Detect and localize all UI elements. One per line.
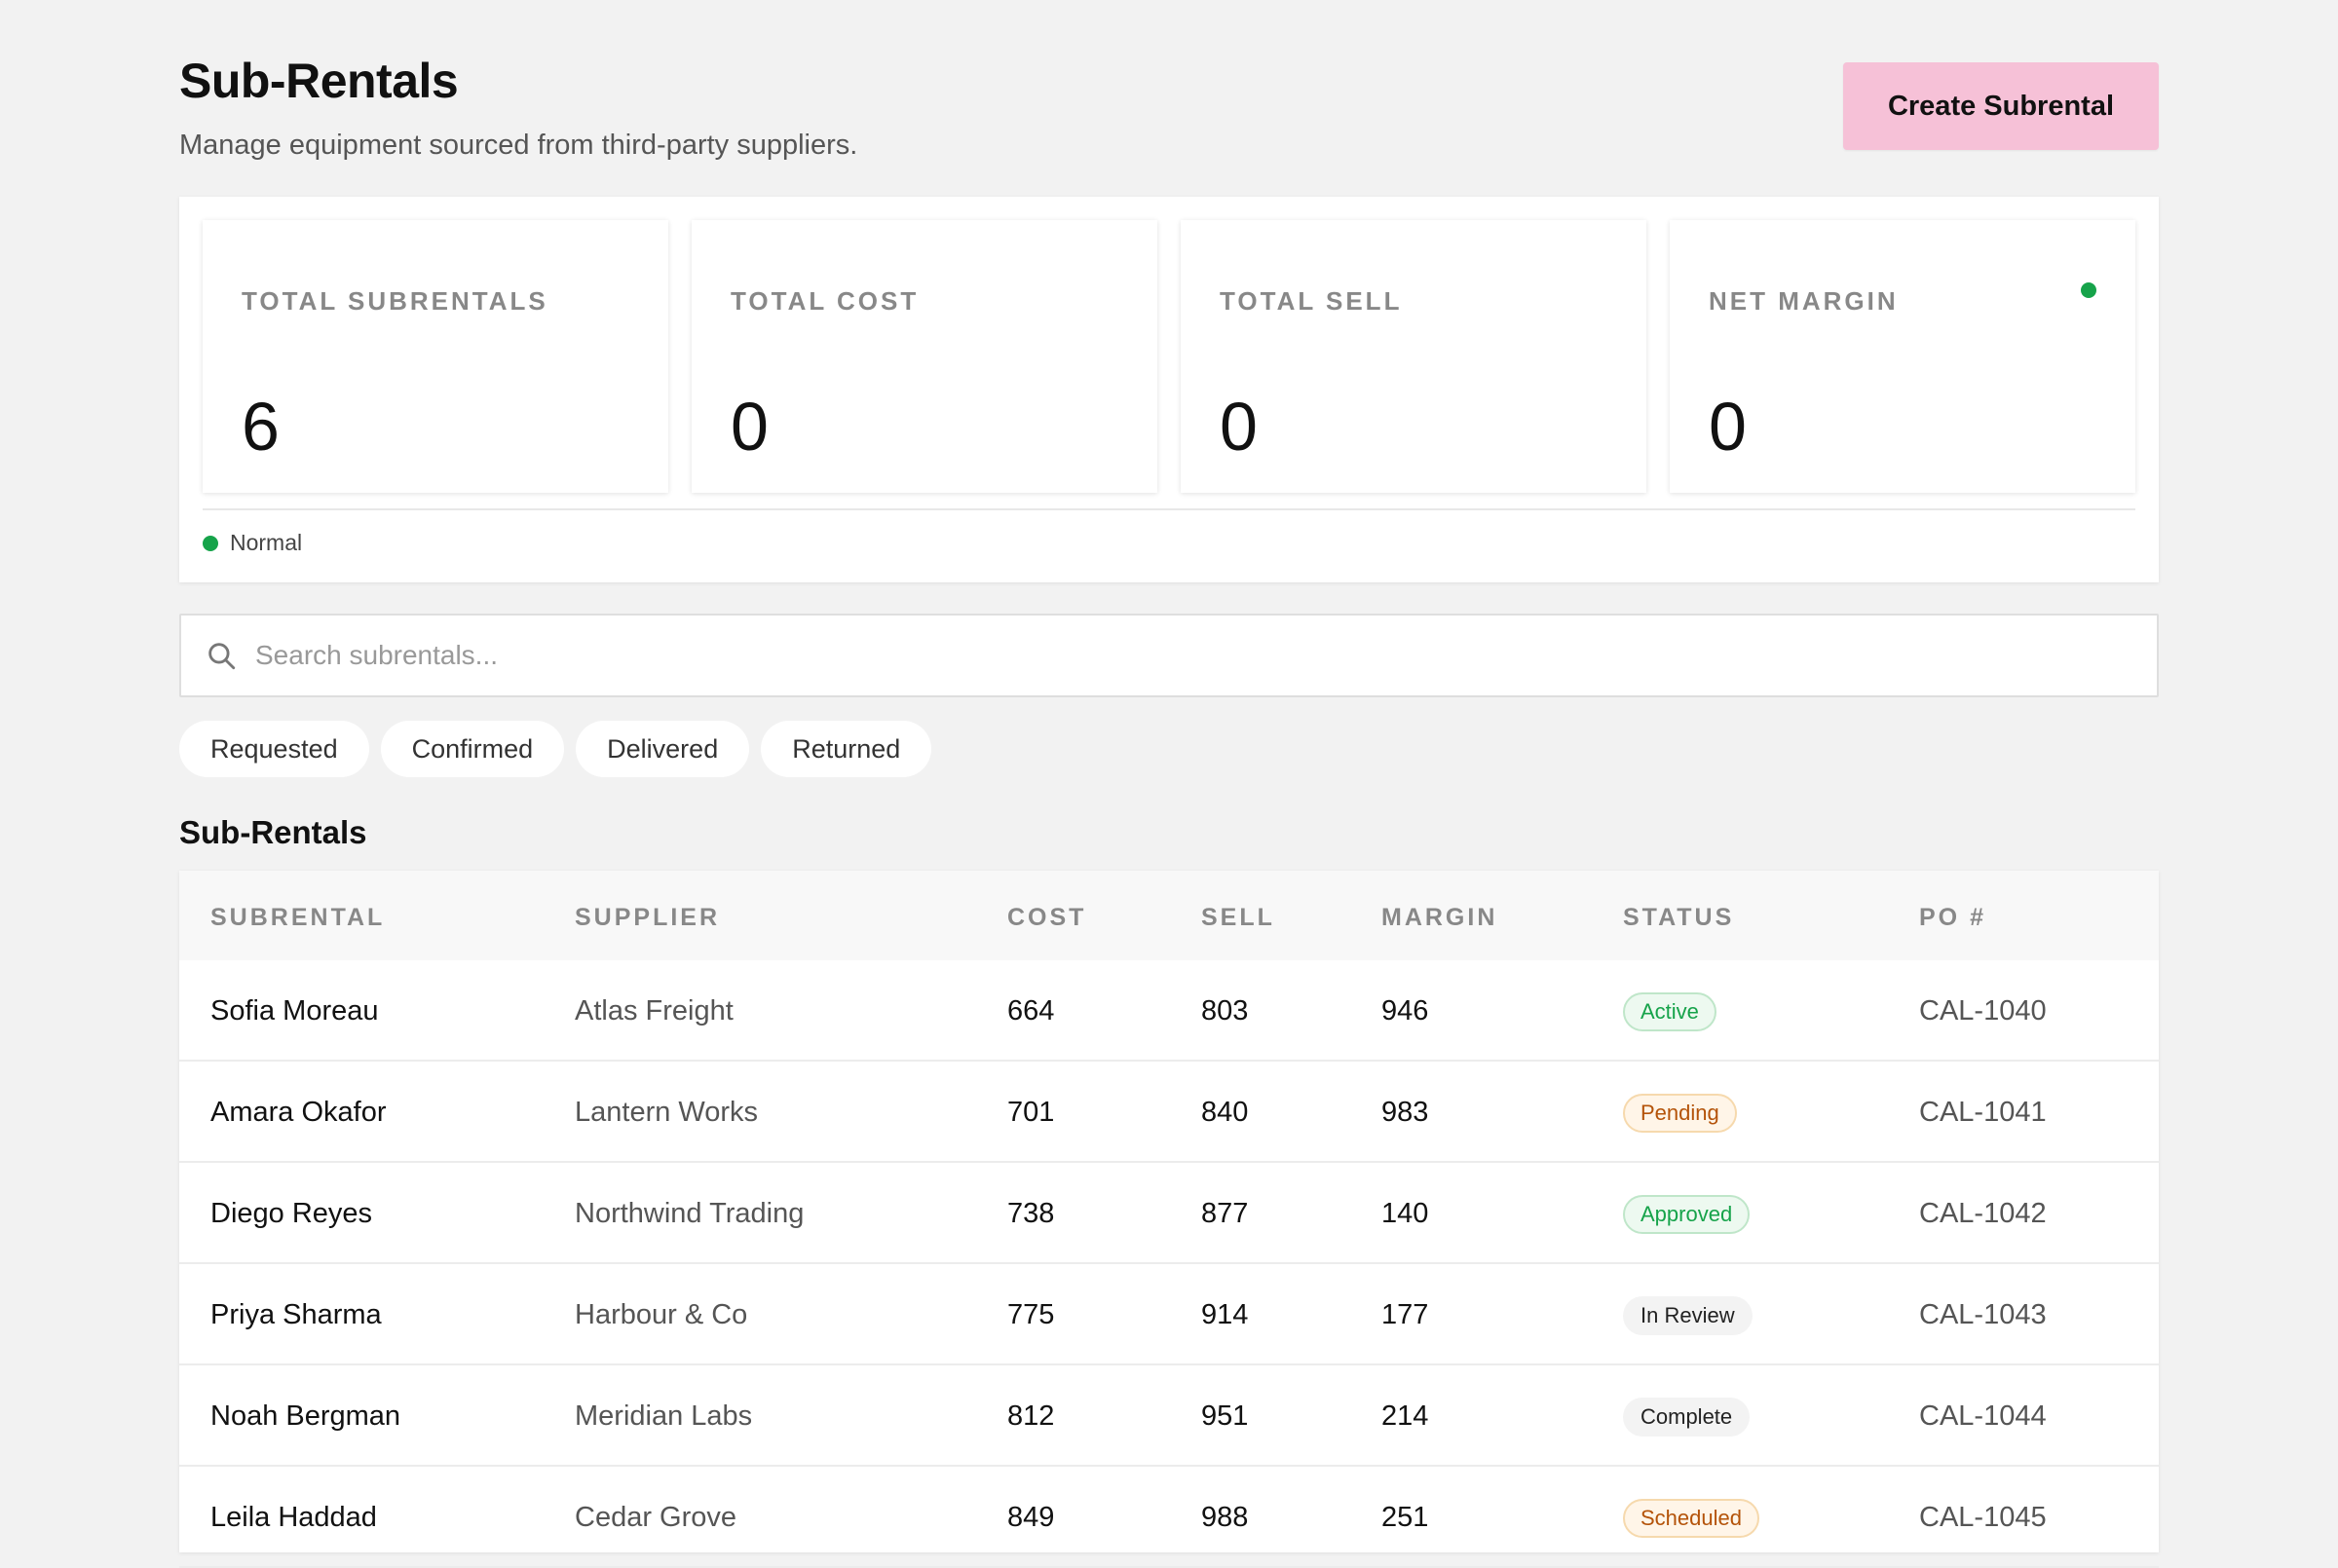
cell-margin: 177 <box>1381 1299 1429 1330</box>
cell-cost: 849 <box>1007 1502 1055 1533</box>
stat-value: 6 <box>242 389 280 465</box>
filter-chip-confirmed[interactable]: Confirmed <box>380 721 565 777</box>
table-row[interactable]: Diego Reyes Northwind Trading 738 877 140 App… <box>179 1163 2159 1264</box>
column-header-subrental[interactable]: SUBRENTAL <box>210 904 386 931</box>
table-row[interactable]: Amara Okafor Lantern Works 701 840 983 Pendin… <box>179 1062 2159 1163</box>
status-badge: Active <box>1623 992 1716 1031</box>
status-badge: Pending <box>1623 1094 1737 1133</box>
table-row[interactable]: Sofia Moreau Atlas Freight 664 803 946 Active… <box>179 960 2159 1062</box>
cell-subrental: Amara Okafor <box>210 1097 387 1128</box>
column-header-status[interactable]: STATUS <box>1623 904 1735 931</box>
table-header: SUBRENTAL SUPPLIER COST SELL MARGIN STAT… <box>179 871 2159 960</box>
search-box <box>179 614 2159 697</box>
column-header-cost[interactable]: COST <box>1007 904 1087 931</box>
stat-label: TOTAL SUBRENTALS <box>242 286 548 316</box>
status-legend: Normal <box>203 530 302 556</box>
table-row[interactable]: Priya Sharma Harbour & Co 775 914 177 In Revi… <box>179 1264 2159 1365</box>
filter-chip-delivered[interactable]: Delivered <box>576 721 750 777</box>
cell-subrental: Priya Sharma <box>210 1299 382 1330</box>
stat-label: TOTAL SELL <box>1220 286 1403 316</box>
table-row[interactable]: Leila Haddad Cedar Grove 849 988 251 Schedule… <box>179 1467 2159 1568</box>
cell-subrental: Diego Reyes <box>210 1198 373 1229</box>
stat-value: 0 <box>1220 389 1258 465</box>
table-body: Sofia Moreau Atlas Freight 664 803 946 Active… <box>179 960 2159 1568</box>
page-header: Sub-Rentals Manage equipment sourced fro… <box>179 0 2159 195</box>
stats-panel: TOTAL SUBRENTALS 6 TOTAL COST 0 TOTAL SE… <box>179 197 2159 582</box>
status-badge: Approved <box>1623 1195 1751 1234</box>
cell-supplier: Cedar Grove <box>575 1502 737 1533</box>
cell-margin: 214 <box>1381 1400 1429 1432</box>
stat-label: NET MARGIN <box>1709 286 1899 316</box>
legend-label: Normal <box>230 530 303 555</box>
filter-chip-requested[interactable]: Requested <box>179 721 369 777</box>
cell-sell: 951 <box>1201 1400 1249 1432</box>
column-header-margin[interactable]: MARGIN <box>1381 904 1498 931</box>
cell-cost: 812 <box>1007 1400 1055 1432</box>
cell-margin: 983 <box>1381 1097 1429 1128</box>
cell-supplier: Lantern Works <box>575 1097 759 1128</box>
divider <box>203 508 2135 510</box>
stat-label: TOTAL COST <box>731 286 920 316</box>
status-filter-chips: Requested Confirmed Delivered Returned <box>179 721 943 777</box>
cell-margin: 946 <box>1381 995 1429 1027</box>
cell-subrental: Noah Bergman <box>210 1400 401 1432</box>
cell-sell: 840 <box>1201 1097 1249 1128</box>
cell-po-number: CAL-1044 <box>1919 1400 2047 1432</box>
stat-card-net-margin: NET MARGIN 0 <box>1670 220 2135 493</box>
filter-chip-returned[interactable]: Returned <box>761 721 932 777</box>
stat-value: 0 <box>731 389 769 465</box>
stat-card-total-subrentals: TOTAL SUBRENTALS 6 <box>203 220 668 493</box>
status-badge: Complete <box>1623 1398 1751 1437</box>
column-header-sell[interactable]: SELL <box>1201 904 1275 931</box>
cell-supplier: Northwind Trading <box>575 1198 805 1229</box>
status-dot-icon <box>2081 282 2096 298</box>
stat-card-total-cost: TOTAL COST 0 <box>692 220 1157 493</box>
cell-cost: 664 <box>1007 995 1055 1027</box>
subrentals-table: SUBRENTAL SUPPLIER COST SELL MARGIN STAT… <box>179 871 2159 1568</box>
column-header-supplier[interactable]: SUPPLIER <box>575 904 721 931</box>
cell-subrental: Sofia Moreau <box>210 995 379 1027</box>
cell-cost: 738 <box>1007 1198 1055 1229</box>
cell-po-number: CAL-1041 <box>1919 1097 2047 1128</box>
cell-margin: 140 <box>1381 1198 1429 1229</box>
search-input[interactable] <box>255 616 2106 695</box>
page-title: Sub-Rentals <box>179 54 459 108</box>
cell-po-number: CAL-1043 <box>1919 1299 2047 1330</box>
cell-sell: 803 <box>1201 995 1249 1027</box>
cell-sell: 914 <box>1201 1299 1249 1330</box>
cell-supplier: Harbour & Co <box>575 1299 748 1330</box>
cell-po-number: CAL-1042 <box>1919 1198 2047 1229</box>
status-dot-icon <box>203 535 218 551</box>
cell-sell: 988 <box>1201 1502 1249 1533</box>
create-subrental-button[interactable]: Create Subrental <box>1843 62 2159 150</box>
cell-supplier: Atlas Freight <box>575 995 734 1027</box>
cell-margin: 251 <box>1381 1502 1429 1533</box>
cell-subrental: Leila Haddad <box>210 1502 377 1533</box>
status-badge: In Review <box>1623 1296 1753 1335</box>
status-badge: Scheduled <box>1623 1499 1759 1538</box>
stat-card-total-sell: TOTAL SELL 0 <box>1181 220 1646 493</box>
search-icon <box>208 643 236 670</box>
stat-value: 0 <box>1709 389 1747 465</box>
column-header-po[interactable]: PO # <box>1919 904 1986 931</box>
cell-sell: 877 <box>1201 1198 1249 1229</box>
page-subtitle: Manage equipment sourced from third-part… <box>179 130 858 161</box>
cell-po-number: CAL-1045 <box>1919 1502 2047 1533</box>
cell-cost: 775 <box>1007 1299 1055 1330</box>
cell-supplier: Meridian Labs <box>575 1400 753 1432</box>
page: Sub-Rentals Manage equipment sourced fro… <box>179 0 2159 1568</box>
cell-cost: 701 <box>1007 1097 1055 1128</box>
section-title: Sub-Rentals <box>179 814 367 850</box>
cell-po-number: CAL-1040 <box>1919 995 2047 1027</box>
table-row[interactable]: Noah Bergman Meridian Labs 812 951 214 Comple… <box>179 1365 2159 1467</box>
